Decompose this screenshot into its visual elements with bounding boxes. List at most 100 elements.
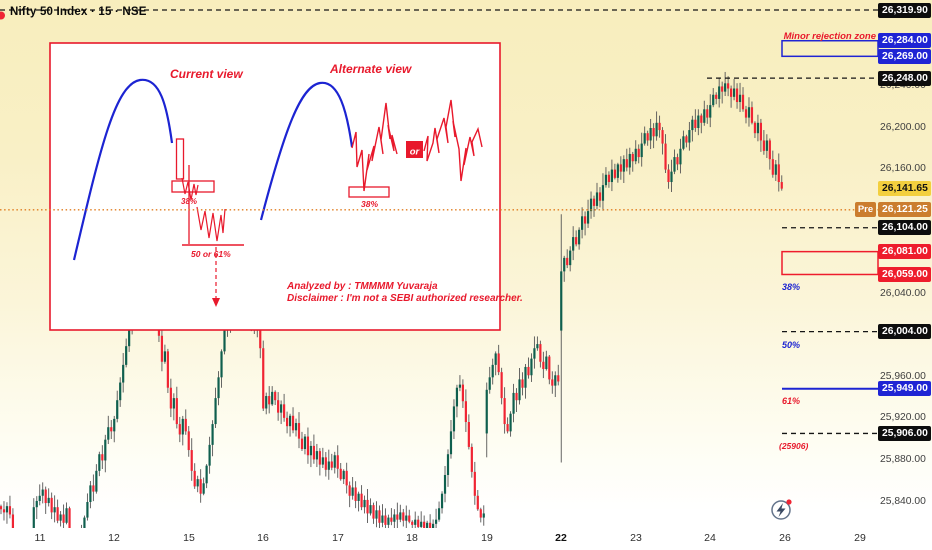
analyzed-by-text: Analyzed by : TMMMM Yuvaraja — [286, 281, 438, 292]
candle-up — [217, 377, 220, 399]
candle-down — [583, 216, 587, 224]
candle-up — [449, 431, 453, 455]
candle-up — [89, 485, 92, 503]
candle-up — [691, 119, 694, 131]
price-label-26104.00: 26,104.00 — [878, 220, 931, 236]
candle-up — [280, 404, 283, 413]
supply-zone[interactable] — [781, 250, 879, 276]
candle-down — [166, 351, 169, 388]
candle-down — [184, 418, 187, 432]
candle-down — [780, 182, 783, 189]
candle-up — [41, 489, 44, 496]
side-note-61: 61% — [782, 396, 800, 406]
candle-up — [628, 153, 631, 168]
candle-down — [169, 387, 172, 409]
candle-down — [262, 348, 265, 409]
time-tick-19: 19 — [481, 532, 493, 544]
candle-down — [551, 379, 554, 386]
candle-up — [214, 398, 217, 425]
time-tick-15: 15 — [183, 532, 195, 544]
candle-down — [652, 128, 655, 137]
candle-up — [369, 505, 372, 514]
candle-up — [393, 514, 396, 522]
candle-down — [762, 140, 765, 151]
candle-down — [497, 353, 500, 373]
candle-up — [655, 122, 658, 137]
candle-down — [464, 401, 467, 423]
candle-up — [223, 330, 226, 352]
candle-down — [658, 122, 661, 131]
candle-up — [524, 366, 527, 388]
candle-up — [437, 508, 441, 520]
candle-up — [321, 457, 324, 465]
fib-38-box-alternate — [348, 186, 390, 198]
candle-up — [732, 88, 736, 97]
candle-up — [172, 398, 175, 409]
candle-up — [712, 94, 715, 106]
candle-up — [756, 122, 760, 134]
time-tick-29: 29 — [854, 532, 866, 544]
candle-down — [515, 392, 518, 401]
price-label-26319.90: 26,319.90 — [878, 2, 931, 18]
candle-up — [122, 364, 125, 383]
candle-up — [443, 474, 447, 494]
candle-up — [485, 389, 488, 434]
candle-down — [607, 174, 611, 183]
minor-rejection-zone[interactable] — [781, 39, 879, 58]
arrow-down-icon — [212, 298, 220, 307]
candle-up — [83, 517, 86, 528]
candle-down — [506, 424, 509, 432]
price-label-26121.25: 26,121.25 — [878, 202, 931, 218]
or-label: or — [410, 147, 421, 158]
candle-up — [533, 348, 536, 359]
candle-up — [569, 250, 572, 266]
candle-down — [56, 507, 59, 521]
candle-down — [110, 427, 113, 432]
candle-down — [336, 455, 339, 469]
candle-down — [402, 512, 405, 521]
candle-up — [113, 418, 116, 432]
candle-down — [473, 471, 476, 496]
candle-up — [634, 148, 637, 162]
symbol-marker-dot — [0, 11, 5, 20]
candle-up — [65, 508, 68, 523]
candle-up — [589, 198, 593, 212]
symbol-title[interactable]: Nifty 50 Index · 15 · NSE — [10, 6, 147, 18]
candle-up — [446, 454, 450, 475]
candle-up — [294, 423, 298, 431]
zigzag-scribble — [196, 206, 226, 242]
alternate-zigzag-2 — [423, 99, 483, 182]
time-axis[interactable]: 11 12 15 16 17 18 19 22 23 24 26 29 — [0, 528, 932, 550]
price-label-25949.00: 25,949.00 — [878, 381, 931, 397]
candle-down — [68, 508, 71, 528]
candle-up — [673, 157, 676, 172]
axis-label-25840.00: 25,840.00 — [880, 495, 926, 507]
candle-down — [735, 88, 739, 103]
candle-down — [768, 140, 771, 160]
candle-down — [160, 335, 164, 362]
candle-up — [265, 396, 268, 409]
candle-up — [95, 470, 98, 492]
candle-up — [434, 519, 438, 524]
candle-down — [741, 94, 745, 110]
candle-down — [548, 356, 551, 380]
axis-label-26160.00: 26,160.00 — [880, 163, 926, 175]
candle-down — [685, 136, 688, 143]
candle-down — [727, 83, 730, 89]
lightning-bolt-icon[interactable] — [771, 499, 792, 520]
candle-up — [196, 479, 199, 487]
candle-up — [530, 358, 533, 376]
candle-up — [351, 487, 354, 496]
candle-down — [366, 499, 369, 514]
price-level-lines — [0, 9, 879, 435]
candle-down — [700, 115, 703, 123]
analysis-annotation-panel[interactable]: Current view Alternate view 38% 50 or 61% 38… — [49, 42, 523, 331]
candle-down — [62, 514, 65, 523]
candle-up — [116, 400, 119, 419]
time-tick-11: 11 — [34, 532, 46, 544]
candle-down — [187, 431, 190, 451]
candle-down — [378, 510, 381, 523]
current-view-label: Current view — [170, 67, 243, 81]
current-view-arc — [72, 78, 174, 261]
